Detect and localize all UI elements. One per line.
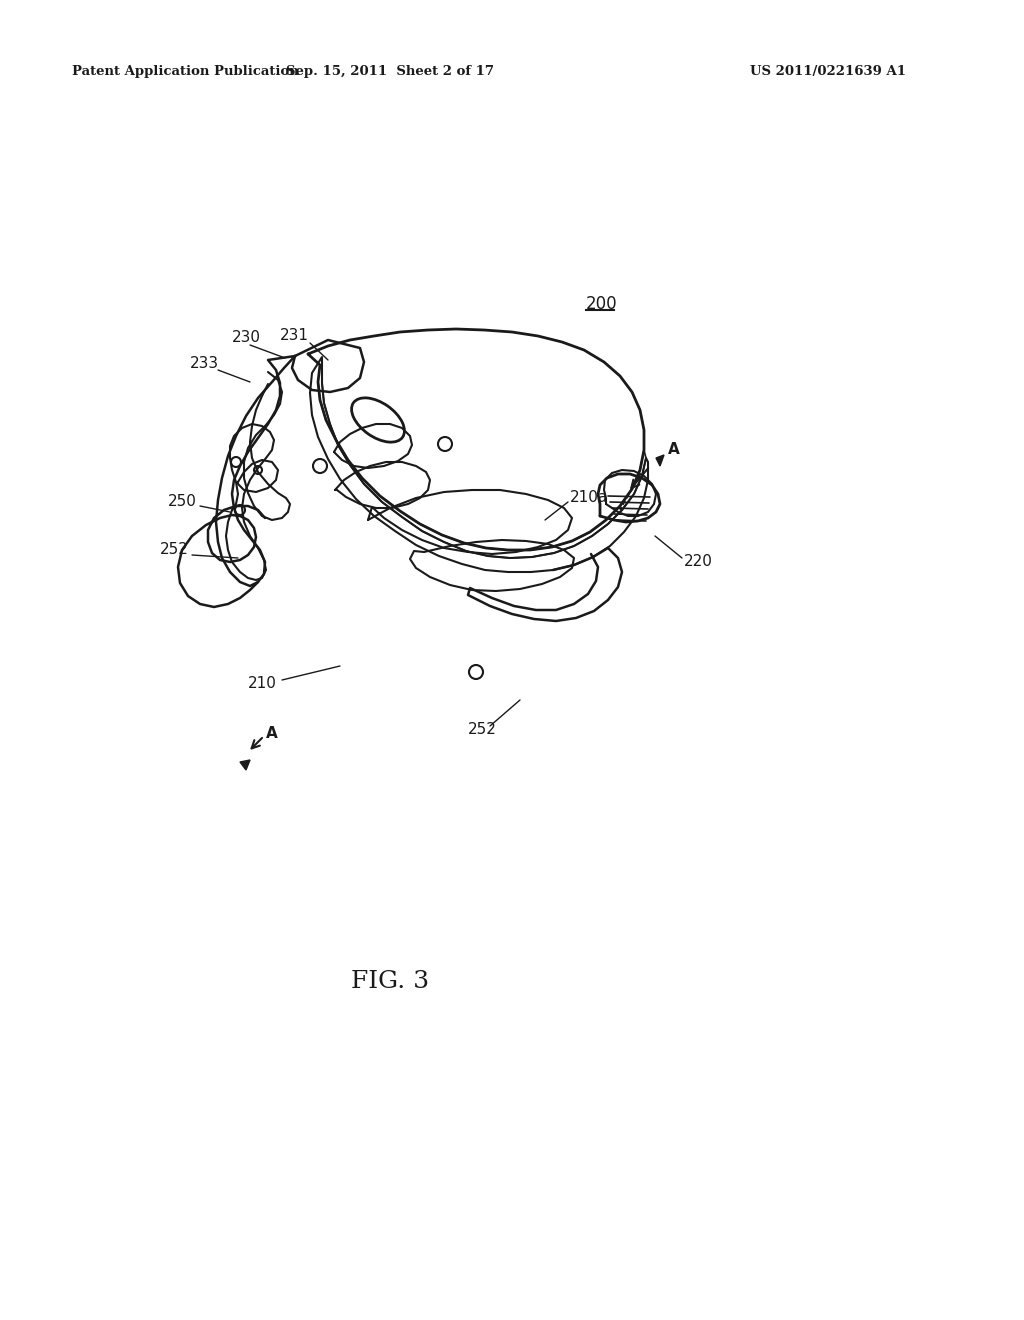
Text: 252: 252 — [160, 543, 188, 557]
Text: 220: 220 — [684, 554, 713, 569]
Text: A: A — [668, 442, 680, 458]
Polygon shape — [656, 455, 664, 466]
Text: FIG. 3: FIG. 3 — [351, 970, 429, 994]
Text: Patent Application Publication: Patent Application Publication — [72, 66, 299, 78]
Polygon shape — [240, 760, 250, 770]
Text: 210a: 210a — [570, 491, 608, 506]
Text: Sep. 15, 2011  Sheet 2 of 17: Sep. 15, 2011 Sheet 2 of 17 — [286, 66, 494, 78]
Text: 200: 200 — [586, 294, 617, 313]
Text: 252: 252 — [468, 722, 497, 738]
Text: 210: 210 — [248, 676, 276, 692]
Text: A: A — [266, 726, 278, 742]
Text: US 2011/0221639 A1: US 2011/0221639 A1 — [750, 66, 906, 78]
Text: 230: 230 — [232, 330, 261, 346]
Text: 233: 233 — [190, 356, 219, 371]
Text: 250: 250 — [168, 495, 197, 510]
Text: 231: 231 — [280, 329, 309, 343]
